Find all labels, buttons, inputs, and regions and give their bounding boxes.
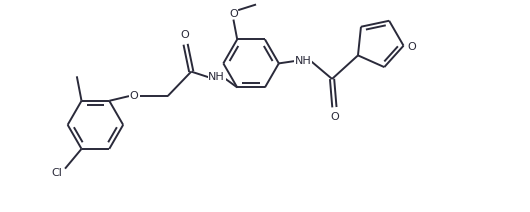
Text: O: O — [129, 91, 138, 101]
Text: Cl: Cl — [51, 168, 62, 178]
Text: O: O — [408, 42, 417, 52]
Text: O: O — [330, 112, 339, 122]
Text: O: O — [180, 30, 189, 40]
Text: NH: NH — [295, 56, 312, 66]
Text: NH: NH — [208, 72, 225, 82]
Text: O: O — [229, 9, 238, 19]
